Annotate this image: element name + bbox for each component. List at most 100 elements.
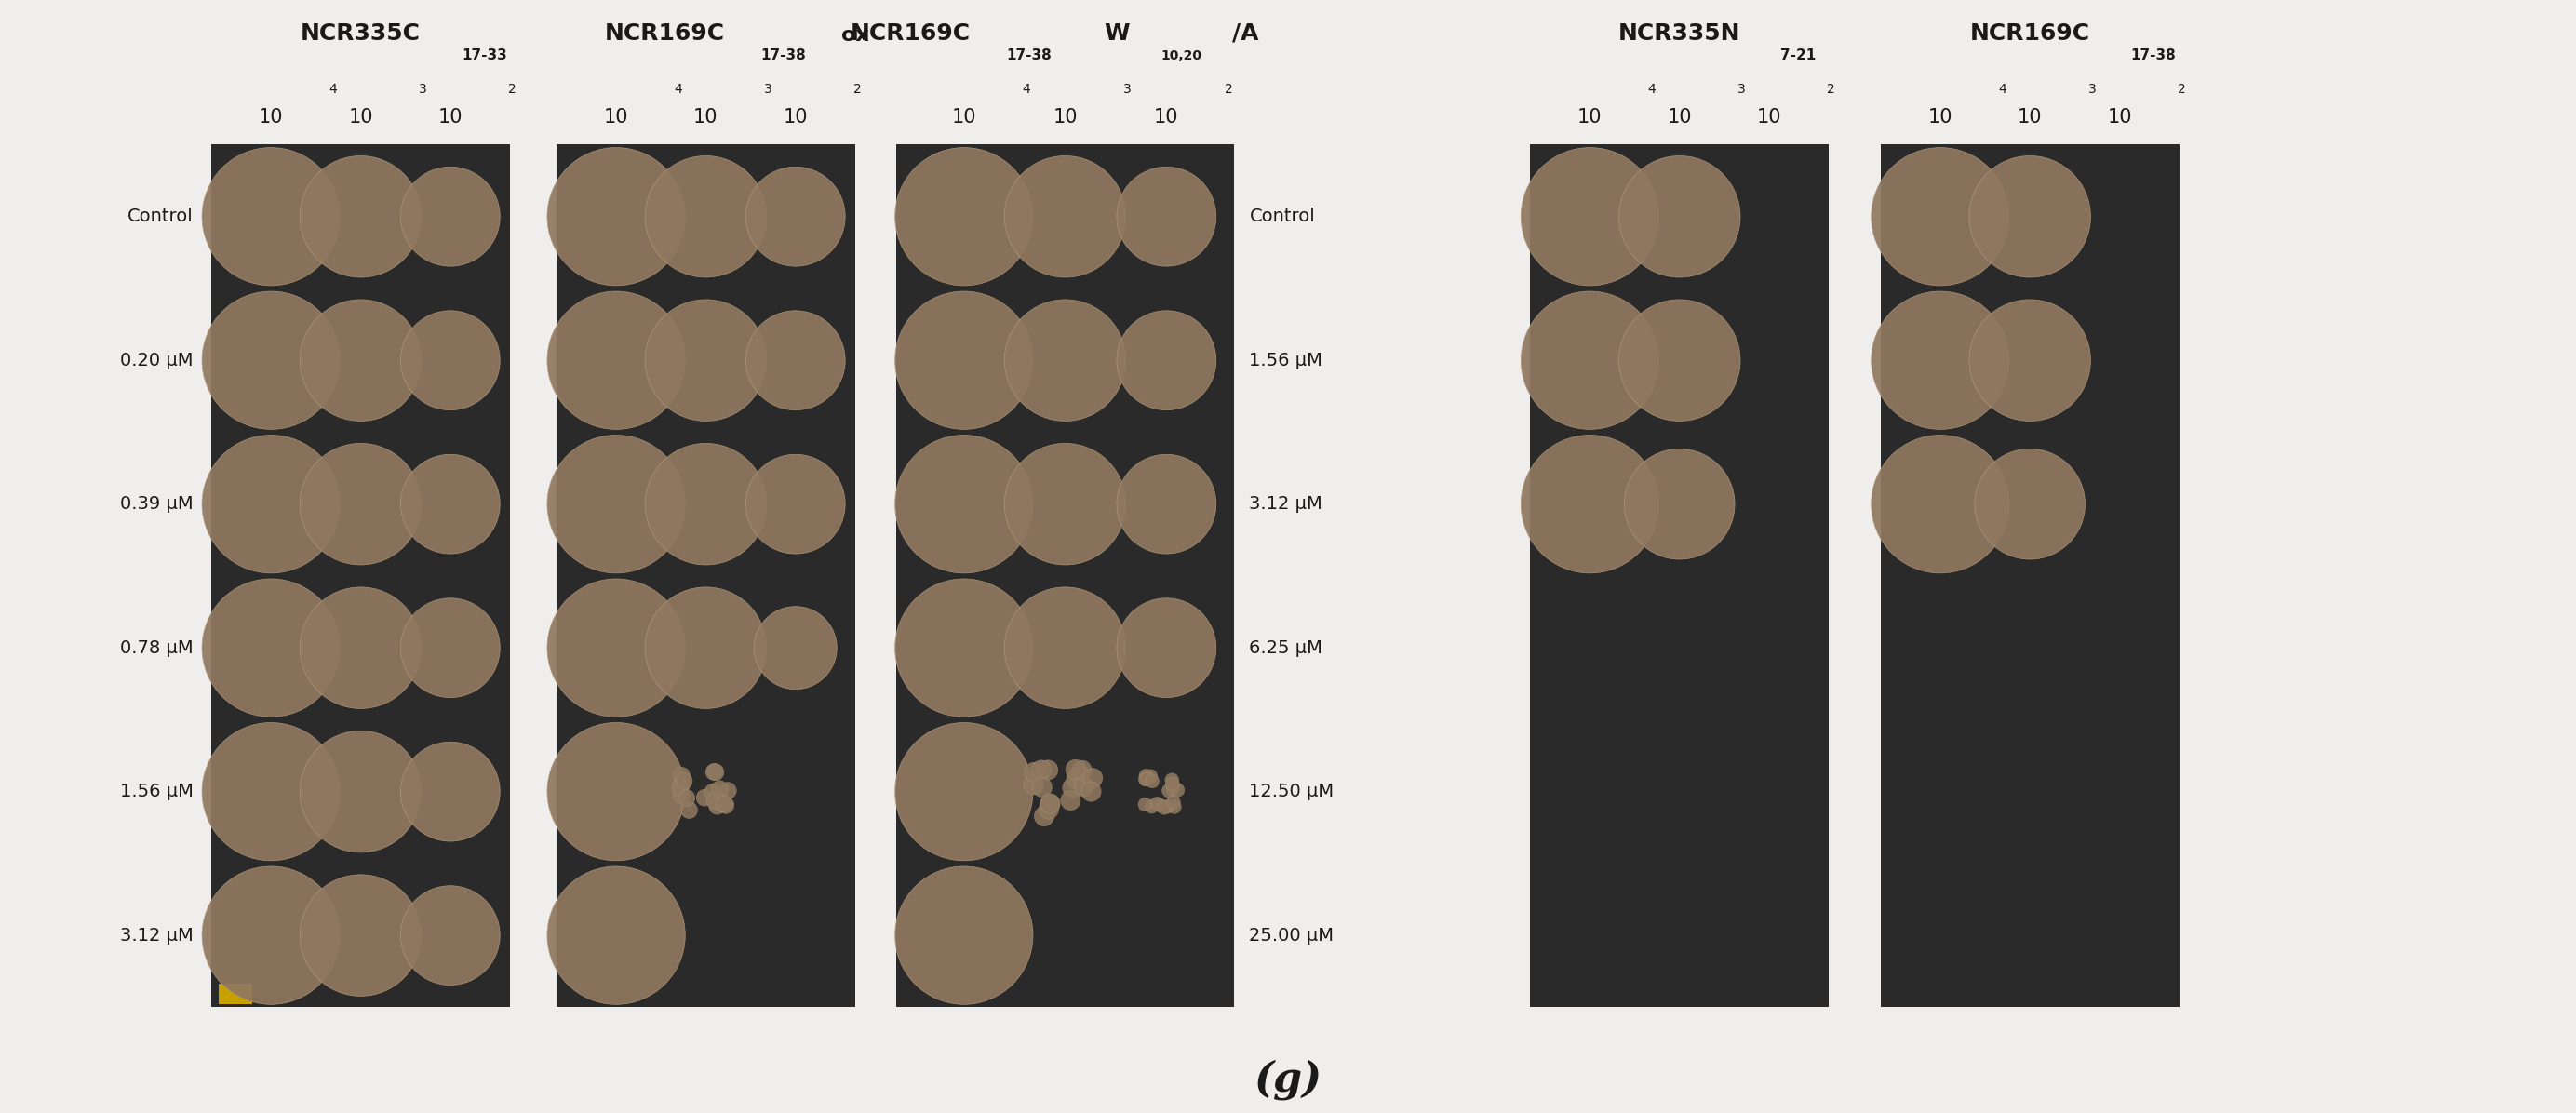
Ellipse shape [1118,454,1216,554]
Ellipse shape [1146,775,1159,788]
Ellipse shape [1082,781,1100,801]
Text: 2: 2 [853,82,860,96]
Text: 4: 4 [1023,82,1030,96]
Text: 10: 10 [693,108,719,126]
Ellipse shape [703,784,721,800]
Text: /A: /A [1231,22,1260,45]
Ellipse shape [1976,449,2084,560]
Ellipse shape [402,886,500,985]
Ellipse shape [546,722,685,860]
Ellipse shape [201,722,340,860]
Ellipse shape [644,443,768,564]
Text: Control: Control [1249,208,1316,226]
Ellipse shape [1167,800,1182,814]
Ellipse shape [672,767,690,784]
Ellipse shape [1968,156,2092,277]
Text: 6.25 μM: 6.25 μM [1249,639,1321,657]
Text: NCR335C: NCR335C [301,22,420,45]
Text: 3: 3 [2089,82,2097,96]
Ellipse shape [714,796,729,812]
Text: 10: 10 [2017,108,2043,126]
Ellipse shape [1072,760,1092,780]
Text: NCR169C: NCR169C [605,22,724,45]
Ellipse shape [402,454,500,554]
Ellipse shape [708,764,724,780]
Ellipse shape [299,443,422,564]
Ellipse shape [1870,148,2009,286]
Ellipse shape [675,772,693,789]
Text: 4: 4 [1649,82,1656,96]
Ellipse shape [672,775,690,791]
Ellipse shape [1870,435,2009,573]
Ellipse shape [672,779,688,796]
Text: 3: 3 [1123,82,1131,96]
Ellipse shape [1061,790,1079,810]
Text: 1.56 μM: 1.56 μM [1249,352,1321,370]
Ellipse shape [1118,598,1216,698]
Ellipse shape [1061,778,1082,798]
Text: 12.50 μM: 12.50 μM [1249,782,1334,800]
Ellipse shape [747,454,845,554]
Text: 17-38: 17-38 [2130,48,2177,62]
Ellipse shape [1164,774,1180,787]
Text: 10: 10 [951,108,976,126]
Ellipse shape [644,588,768,709]
Text: (g): (g) [1255,1060,1321,1100]
Ellipse shape [402,598,500,698]
Ellipse shape [755,607,837,689]
Ellipse shape [1139,769,1151,782]
Ellipse shape [1023,775,1043,795]
Ellipse shape [1625,449,1734,560]
FancyBboxPatch shape [556,145,855,1007]
Ellipse shape [1618,299,1741,421]
Ellipse shape [644,156,768,277]
Text: 10: 10 [348,108,374,126]
Ellipse shape [680,801,698,818]
Ellipse shape [1005,156,1126,277]
Ellipse shape [1139,772,1151,786]
Ellipse shape [1069,765,1090,785]
Text: 10: 10 [1577,108,1602,126]
Ellipse shape [201,435,340,573]
Ellipse shape [1066,769,1087,789]
Ellipse shape [1066,759,1084,779]
Ellipse shape [1157,801,1172,815]
Ellipse shape [1036,806,1054,826]
Text: Control: Control [126,208,193,226]
Text: 17-38: 17-38 [760,48,806,62]
Ellipse shape [894,722,1033,860]
Ellipse shape [672,787,690,804]
Text: 1.56 μM: 1.56 μM [121,782,193,800]
Text: 10: 10 [1757,108,1783,126]
FancyBboxPatch shape [211,145,510,1007]
Ellipse shape [1164,777,1180,790]
Text: 17-38: 17-38 [1007,48,1051,62]
Ellipse shape [1005,588,1126,709]
Text: 3.12 μM: 3.12 μM [121,926,193,944]
Ellipse shape [696,789,714,806]
Text: 10: 10 [1927,108,1953,126]
Ellipse shape [1870,292,2009,430]
Text: 0.20 μM: 0.20 μM [121,352,193,370]
Text: W: W [1105,22,1128,45]
Text: 3: 3 [765,82,773,96]
Ellipse shape [1139,798,1151,811]
Text: 4: 4 [330,82,337,96]
Ellipse shape [1038,760,1059,780]
Ellipse shape [299,299,422,421]
Ellipse shape [402,742,500,841]
Text: ox: ox [842,26,868,45]
Ellipse shape [299,731,422,853]
Ellipse shape [894,435,1033,573]
Text: 0.39 μM: 0.39 μM [121,495,193,513]
Ellipse shape [1162,784,1175,797]
FancyBboxPatch shape [1880,145,2179,1007]
Ellipse shape [1118,311,1216,410]
Ellipse shape [201,579,340,717]
Ellipse shape [1141,772,1154,786]
Ellipse shape [1005,299,1126,421]
Ellipse shape [1167,782,1180,796]
Ellipse shape [1082,768,1103,788]
Text: NCR335N: NCR335N [1618,22,1741,45]
Ellipse shape [747,167,845,266]
